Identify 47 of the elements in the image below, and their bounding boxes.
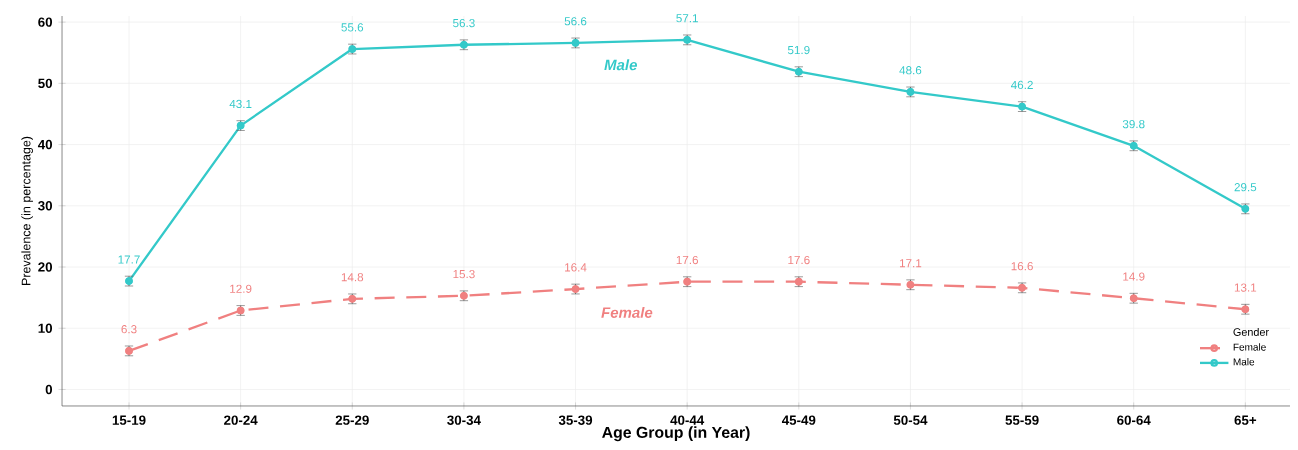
x-tick-label: 30-34 [447,415,481,425]
data-label: 39.8 [1122,119,1145,129]
data-label: 13.1 [1234,283,1257,292]
x-tick-label: 15-19 [112,415,146,425]
data-label: 6.3 [121,325,137,334]
data-label: 12.9 [230,284,252,293]
data-label: 17.7 [118,255,140,264]
x-tick-label: 50-54 [893,415,928,425]
legend-label: Male [1233,358,1255,366]
data-label: 56.3 [453,18,475,28]
data-label: 51.9 [787,45,810,55]
legend-title: Gender [1233,327,1269,336]
data-label: 56.6 [564,17,587,26]
y-tick-label: 30 [38,201,53,211]
annotation: Male [604,59,637,71]
annotation: Female [601,306,653,318]
data-label: 55.6 [341,23,364,32]
x-tick-label: 65+ [1234,415,1257,425]
y-tick-label: 50 [38,78,53,89]
x-tick-label: 40-44 [670,415,705,425]
data-label: 43.1 [229,99,252,109]
data-label: 46.2 [1010,80,1033,90]
data-label: 17.1 [899,259,922,268]
data-label: 17.6 [676,255,698,265]
y-tick-label: 20 [38,262,53,272]
x-tick-label: 60-64 [1117,415,1151,425]
data-label: 57.1 [676,14,698,23]
y-tick-label: 60 [38,17,53,27]
x-tick-label: 20-24 [224,415,258,425]
data-label: 17.6 [788,255,810,265]
data-label: 16.6 [1011,262,1033,271]
data-label: 14.9 [1123,272,1145,281]
x-tick-label: 35-39 [558,415,593,425]
x-tick-label: 55-59 [1005,415,1039,425]
x-tick-label: 45-49 [781,415,816,425]
data-label: 16.4 [565,263,587,272]
y-tick-label: 0 [45,384,53,395]
x-tick-label: 25-29 [335,415,369,425]
data-label: 48.6 [899,66,922,75]
data-label: 14.8 [341,273,364,282]
data-label: 15.3 [453,269,475,279]
y-axis-title: Prevalence (in percentage) [21,136,33,286]
y-tick-label: 10 [38,323,53,333]
x-axis-title: Age Group (in Year) [602,426,750,442]
data-label: 29.5 [1234,183,1257,192]
legend-label: Female [1233,343,1266,351]
y-tick-label: 40 [37,139,53,150]
